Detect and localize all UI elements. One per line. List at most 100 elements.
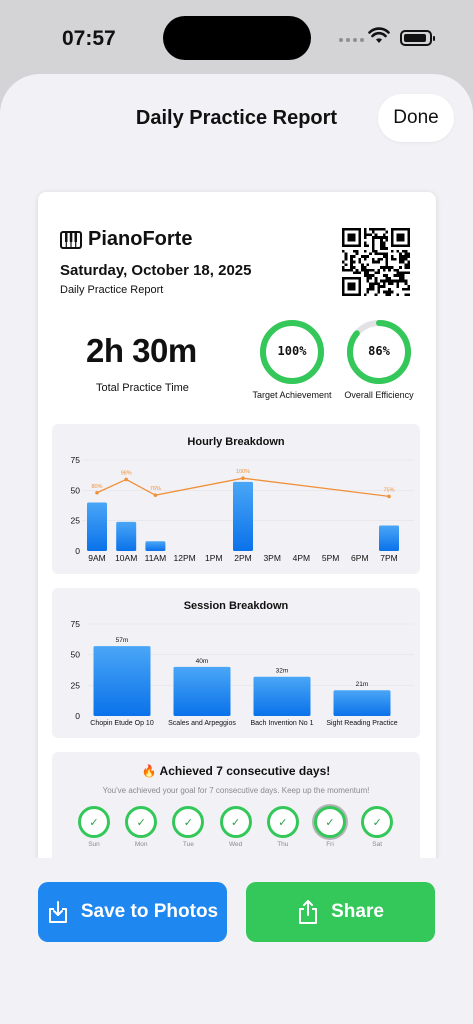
session-breakdown-panel: Session Breakdown 0 25 50 75 57m Chopin Etude… bbox=[52, 588, 420, 738]
streak-day-label: Mon bbox=[134, 841, 148, 848]
brand-name: PianoForte bbox=[88, 228, 193, 250]
target-achievement-label: Target Achievement bbox=[252, 390, 332, 400]
session-category-label: Sight Reading Practice bbox=[326, 720, 397, 727]
streak-day-thu: ✓ Thu bbox=[266, 806, 301, 848]
x-tick-label: 5PM bbox=[322, 553, 339, 563]
y-tick-label: 50 bbox=[71, 485, 81, 495]
x-tick-label: 4PM bbox=[293, 553, 310, 563]
save-to-photos-button[interactable]: Save to Photos bbox=[38, 882, 227, 942]
share-icon bbox=[299, 900, 318, 924]
efficiency-point bbox=[153, 493, 158, 497]
total-practice-time: 2h 30m bbox=[86, 332, 197, 369]
efficiency-point bbox=[241, 476, 245, 480]
battery-icon bbox=[400, 30, 435, 46]
share-label: Share bbox=[331, 901, 384, 922]
status-time: 07:57 bbox=[62, 27, 116, 50]
x-tick-label: 9AM bbox=[88, 553, 105, 563]
wifi-icon bbox=[368, 27, 390, 43]
share-button[interactable]: Share bbox=[246, 882, 435, 942]
y-tick-label: 0 bbox=[75, 711, 80, 721]
efficiency-label: 75% bbox=[383, 487, 394, 493]
streak-day-label: Sat bbox=[372, 841, 383, 848]
session-category-label: Bach Invention No 1 bbox=[250, 720, 313, 727]
hourly-breakdown-chart: 0 25 50 75 9AM 10AM 11AM 12PM 1PM 2PM 3PM 4PM 5PM 6PM… bbox=[71, 455, 414, 563]
bar-10AM bbox=[116, 521, 137, 551]
report-date: Saturday, October 18, 2025 bbox=[60, 262, 252, 279]
session-value-label: 40m bbox=[196, 658, 209, 665]
session-category-label: Chopin Etude Op 10 bbox=[90, 720, 154, 727]
session-value-label: 32m bbox=[276, 668, 289, 675]
checkmark-icon: ✓ bbox=[172, 806, 205, 838]
piano-icon bbox=[60, 230, 82, 249]
download-icon bbox=[48, 901, 67, 923]
session-value-label: 57m bbox=[116, 637, 129, 644]
y-tick-label: 25 bbox=[71, 680, 81, 690]
session-bar bbox=[333, 690, 391, 716]
bar-7PM bbox=[379, 525, 399, 551]
achievement-panel: 🔥 Achieved 7 consecutive days! You've ac… bbox=[52, 752, 420, 872]
y-tick-label: 50 bbox=[71, 650, 81, 660]
qr-code bbox=[342, 228, 410, 296]
checkmark-icon: ✓ bbox=[266, 806, 299, 838]
checkmark-icon: ✓ bbox=[314, 806, 346, 838]
dynamic-island bbox=[163, 16, 311, 60]
streak-day-label: Fri bbox=[326, 841, 334, 848]
efficiency-label: 80% bbox=[91, 484, 102, 490]
efficiency-label: 100% bbox=[236, 469, 250, 475]
x-tick-label: 12PM bbox=[173, 553, 195, 563]
target-achievement-ring: 100% bbox=[258, 318, 326, 386]
total-practice-label: Total Practice Time bbox=[96, 382, 189, 394]
hourly-breakdown-panel: Hourly Breakdown 0 25 50 75 9AM 10AM 11AM 12PM 1… bbox=[52, 424, 420, 574]
y-tick-label: 75 bbox=[71, 619, 81, 629]
x-tick-label: 1PM bbox=[205, 553, 222, 563]
session-category-label: Scales and Arpeggios bbox=[168, 720, 236, 727]
y-tick-label: 75 bbox=[71, 455, 81, 465]
checkmark-icon: ✓ bbox=[125, 806, 158, 838]
streak-day-sat: ✓ Sat bbox=[361, 806, 395, 848]
report-card: PianoForte Saturday, October 18, 2025 Da… bbox=[38, 192, 436, 872]
session-bar bbox=[253, 676, 311, 716]
done-button[interactable]: Done bbox=[378, 94, 454, 142]
checkmark-icon: ✓ bbox=[219, 806, 252, 838]
brand: PianoForte bbox=[60, 228, 192, 251]
achievement-title: 🔥 Achieved 7 consecutive days! bbox=[141, 764, 331, 778]
status-bar: 07:57 bbox=[0, 0, 473, 74]
x-tick-label: 2PM bbox=[234, 553, 251, 563]
streak-day-label: Tue bbox=[182, 841, 194, 848]
efficiency-label: 76% bbox=[150, 486, 161, 492]
session-breakdown-chart: 0 25 50 75 57m Chopin Etude Op 10 40m Scales an… bbox=[71, 619, 414, 727]
streak-day-label: Sun bbox=[88, 841, 100, 848]
efficiency-point bbox=[387, 494, 391, 499]
efficiency-point bbox=[95, 490, 99, 495]
streak-day-mon: ✓ Mon bbox=[125, 806, 159, 848]
efficiency-label: 98% bbox=[121, 470, 132, 476]
cellular-signal-icon bbox=[339, 38, 364, 42]
session-bar bbox=[93, 646, 151, 716]
target-achievement-value: 100% bbox=[277, 344, 307, 358]
x-tick-label: 7PM bbox=[380, 553, 397, 563]
streak-day-label: Wed bbox=[228, 841, 243, 848]
overall-efficiency-value: 86% bbox=[368, 344, 390, 358]
streak-day-wed: ✓ Wed bbox=[219, 806, 254, 848]
bar-9AM bbox=[87, 502, 107, 551]
y-tick-label: 25 bbox=[71, 516, 81, 526]
hourly-chart-title: Hourly Breakdown bbox=[187, 436, 285, 448]
y-tick-label: 0 bbox=[75, 546, 80, 556]
bar-11AM bbox=[145, 541, 166, 551]
streak-day-tue: ✓ Tue bbox=[172, 806, 206, 848]
streak-day-fri: ✓ Fri bbox=[314, 806, 348, 848]
bar-2PM bbox=[233, 481, 253, 551]
x-tick-label: 10AM bbox=[115, 553, 137, 563]
session-chart-title: Session Breakdown bbox=[183, 600, 289, 612]
streak-day-label: Thu bbox=[277, 841, 289, 848]
session-bar bbox=[173, 666, 231, 716]
save-to-photos-label: Save to Photos bbox=[80, 901, 219, 922]
overall-efficiency-label: Overall Efficiency bbox=[344, 390, 414, 400]
x-tick-label: 3PM bbox=[263, 553, 280, 563]
session-value-label: 21m bbox=[356, 681, 369, 688]
sheet-title: Daily Practice Report bbox=[135, 107, 338, 129]
streak-day-sun: ✓ Sun bbox=[78, 806, 112, 848]
efficiency-point bbox=[124, 477, 128, 482]
achievement-subtitle: You've achieved your goal for 7 consecut… bbox=[102, 786, 370, 795]
x-tick-label: 6PM bbox=[351, 553, 368, 563]
